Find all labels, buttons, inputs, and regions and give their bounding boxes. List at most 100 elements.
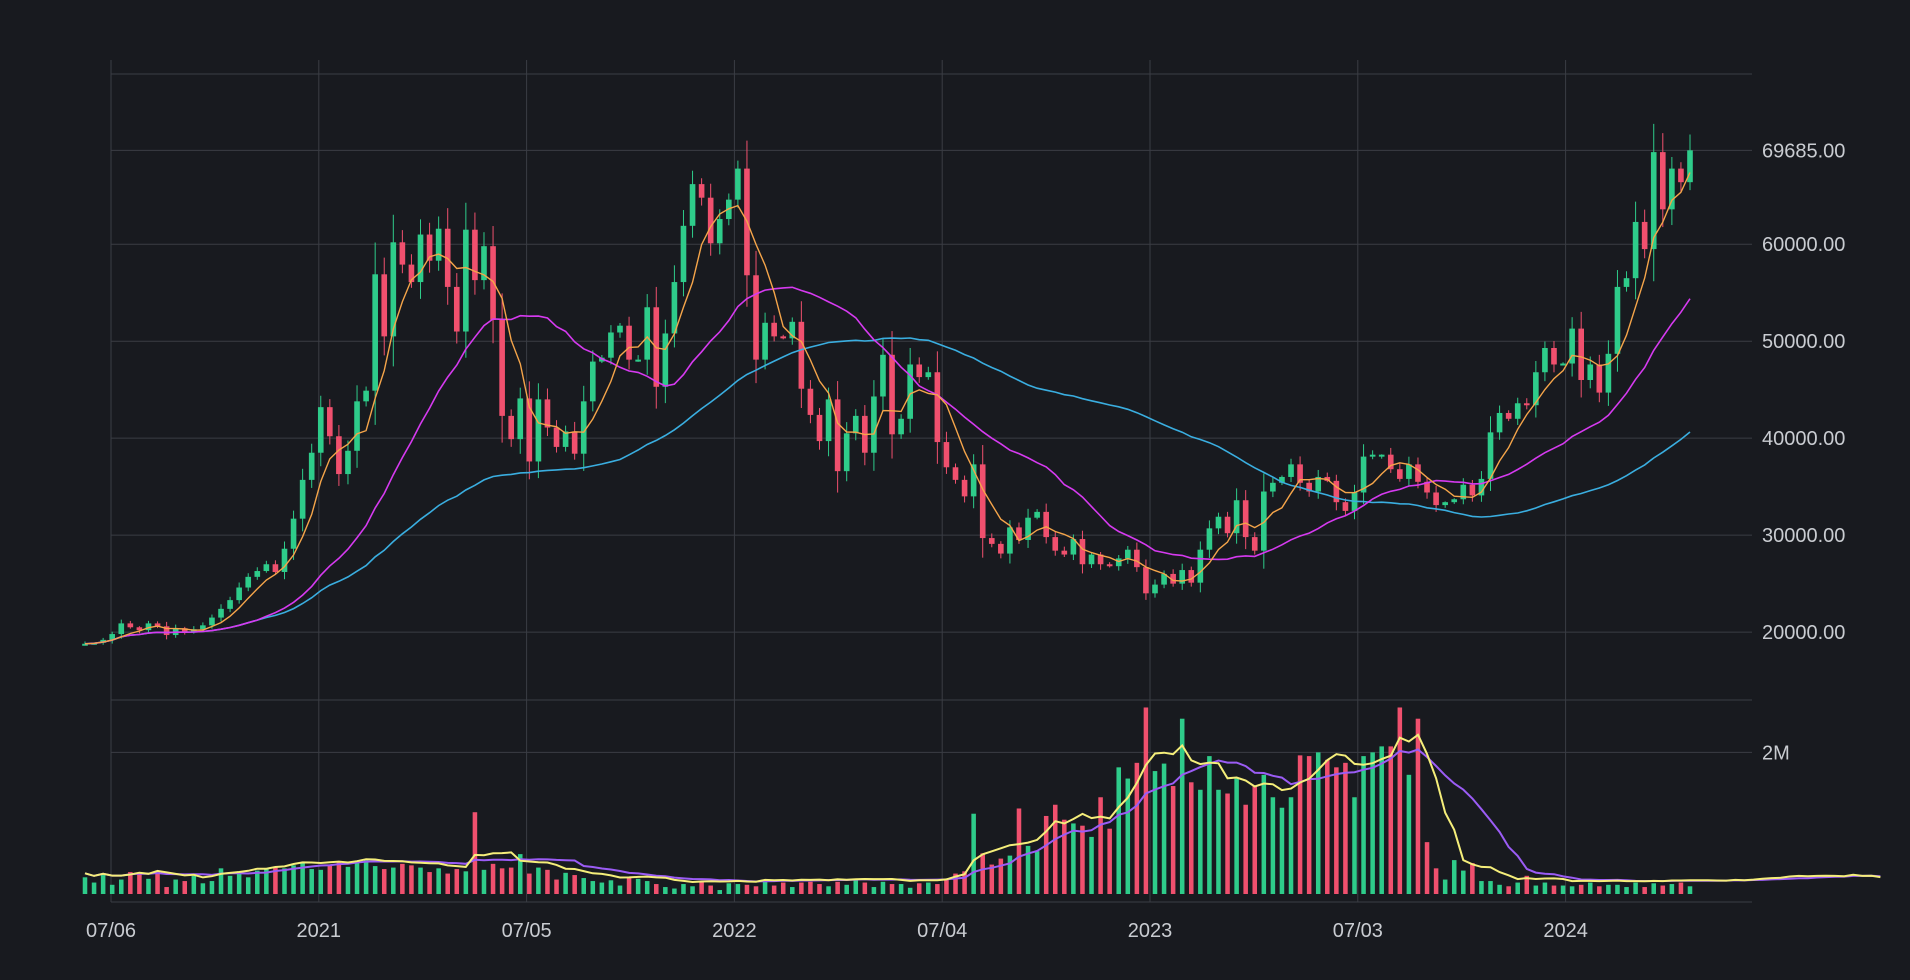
candle-body [1605, 353, 1612, 393]
volume-bar [1107, 828, 1112, 894]
volume-bar [1216, 789, 1221, 894]
candle-body [1052, 537, 1059, 551]
candle-body [644, 307, 651, 360]
volume-bar [1624, 887, 1629, 894]
volume-bar [1587, 882, 1593, 894]
candle-body [626, 325, 632, 360]
ma-slow-line [84, 337, 1691, 645]
volume-bar [1189, 782, 1194, 894]
candle-body [1224, 516, 1231, 534]
volume-bar [318, 869, 324, 894]
volume-bar [690, 886, 695, 894]
last-price-label: 69685.00 [1762, 140, 1845, 162]
candle-body [354, 401, 360, 451]
candle-body [1279, 476, 1285, 483]
volume-bar [853, 879, 859, 894]
volume-bar [1134, 762, 1140, 894]
candle-body [517, 398, 524, 440]
candle-body [1587, 364, 1594, 380]
volume-bar [91, 882, 97, 894]
candle-body [1460, 484, 1467, 500]
candle-body [499, 319, 505, 416]
candle-body [1270, 482, 1276, 492]
volume-bar [381, 869, 387, 894]
volume-bar [1424, 842, 1430, 894]
volume-bar [762, 881, 768, 894]
volume-bar [1660, 885, 1666, 894]
volume-bar [336, 862, 342, 894]
volume-bar [1225, 793, 1230, 894]
candle-body [1478, 478, 1485, 496]
volume-bar [681, 884, 686, 894]
candle-body [771, 322, 777, 337]
volume-bar [1125, 778, 1131, 894]
candle-body [1560, 363, 1566, 366]
volume-bar [418, 867, 423, 894]
volume-bar [527, 873, 532, 894]
volume-bar [1370, 752, 1375, 894]
candle-body [1487, 432, 1494, 479]
volume-bar [1606, 884, 1611, 894]
candle-body [1496, 412, 1503, 433]
candle-body [1641, 221, 1648, 250]
candle-body [871, 396, 877, 453]
candle-body [1333, 480, 1340, 503]
volume-bar [508, 867, 514, 894]
candle-body [336, 436, 342, 475]
candle-body [1442, 502, 1448, 506]
volume-bar [1524, 875, 1530, 894]
candle-body [181, 628, 188, 633]
candle-body [1134, 549, 1140, 568]
volume-bar [1179, 718, 1185, 894]
candle-body [943, 442, 950, 468]
candle-body [1188, 570, 1195, 583]
volume-bar [926, 882, 931, 894]
candle-body [617, 325, 623, 333]
volume-bar [1687, 886, 1693, 894]
candle-body [1424, 481, 1430, 493]
volume-bar [998, 858, 1004, 894]
volume-bar [935, 884, 940, 894]
volume-bar [1451, 860, 1457, 894]
y-tick-label: 50000.00 [1762, 331, 1845, 353]
candle-body [426, 234, 433, 261]
candle-body [127, 623, 134, 628]
volume-bar [1325, 759, 1330, 894]
candle-body [327, 407, 333, 437]
candle-body [988, 538, 995, 544]
volume-bar [1560, 885, 1566, 894]
volume-bar [1052, 804, 1058, 894]
candle-body [1233, 500, 1240, 534]
volume-bar [844, 884, 849, 894]
candle-body [490, 246, 496, 320]
candle-body [635, 359, 641, 362]
volume-bar [1542, 882, 1548, 894]
candle-body [363, 390, 369, 402]
volume-bar [109, 884, 115, 894]
candle-body [816, 414, 823, 442]
volume-bar [236, 871, 242, 894]
volume-bar [1497, 884, 1502, 894]
volume-bar [889, 884, 895, 894]
volume-bar [100, 873, 106, 894]
volume-bar [880, 881, 886, 894]
volume-bar [1633, 882, 1638, 894]
volume-bar [82, 877, 88, 894]
volume-bar [200, 883, 206, 894]
candle-body [1143, 567, 1149, 594]
candle-body [825, 399, 832, 442]
volume-bar [735, 884, 741, 894]
candle-body [1569, 328, 1575, 364]
candle-body [961, 479, 968, 497]
candle-body [1514, 403, 1521, 419]
volume-bar [517, 854, 523, 894]
volume-bar [445, 873, 450, 894]
volume-bar [255, 870, 260, 894]
volume-bar [644, 881, 650, 894]
candle-body [1179, 570, 1186, 584]
volume-bar [717, 890, 723, 894]
volume-bar [1615, 884, 1620, 894]
volume-bar [354, 862, 360, 894]
candle-body [299, 479, 306, 519]
candle-body [1306, 482, 1312, 492]
